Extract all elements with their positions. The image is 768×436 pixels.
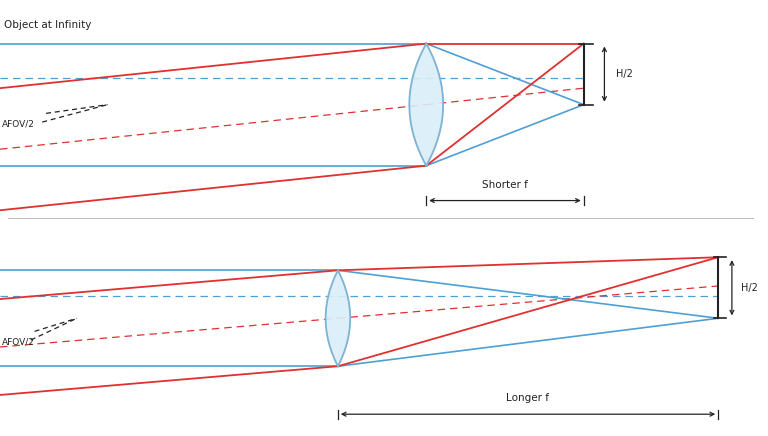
Text: H/2: H/2 — [616, 69, 633, 79]
Text: Shorter f: Shorter f — [482, 180, 528, 190]
Text: Longer f: Longer f — [507, 393, 549, 403]
Text: Object at Infinity: Object at Infinity — [4, 20, 91, 30]
Text: AFOV/2: AFOV/2 — [2, 338, 35, 347]
Text: H/2: H/2 — [741, 283, 758, 293]
Text: AFOV/2: AFOV/2 — [2, 120, 35, 129]
Polygon shape — [409, 44, 443, 166]
Polygon shape — [326, 270, 350, 366]
